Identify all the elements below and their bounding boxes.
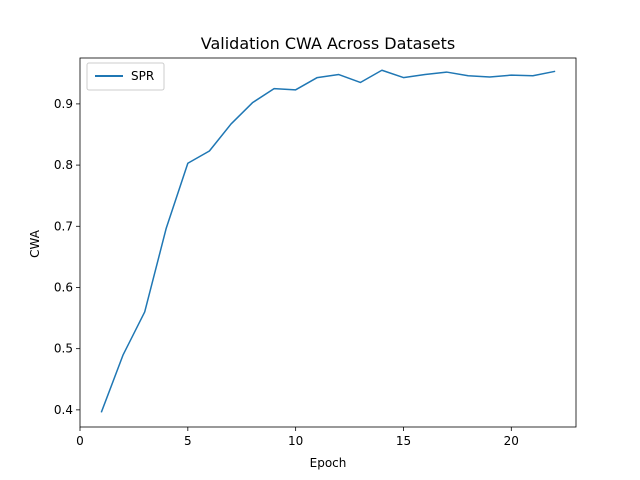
- y-tick-label: 0.9: [54, 97, 73, 111]
- x-tick-label: 10: [288, 434, 303, 448]
- y-tick-label: 0.5: [54, 342, 73, 356]
- x-axis-label: Epoch: [310, 456, 347, 470]
- y-tick-label: 0.6: [54, 280, 73, 294]
- y-tick-label: 0.4: [54, 403, 73, 417]
- x-tick-label: 0: [76, 434, 84, 448]
- y-tick-label: 0.7: [54, 219, 73, 233]
- y-axis: 0.4 0.5 0.6 0.7 0.8 0.9: [54, 97, 80, 417]
- x-axis: 0 5 10 15 20: [76, 427, 519, 448]
- legend-frame: [86, 62, 165, 91]
- chart-title: Validation CWA Across Datasets: [201, 34, 455, 53]
- plot-frame: [79, 57, 577, 428]
- legend-label-spr: SPR: [131, 69, 154, 83]
- y-axis-label: CWA: [28, 229, 42, 258]
- plot-area: [79, 57, 577, 428]
- x-tick-label: 20: [504, 434, 519, 448]
- legend: SPR: [86, 62, 165, 91]
- series-line-spr: [100, 69, 556, 413]
- y-tick-label: 0.8: [54, 158, 73, 172]
- x-tick-label: 5: [184, 434, 192, 448]
- x-tick-label: 15: [396, 434, 411, 448]
